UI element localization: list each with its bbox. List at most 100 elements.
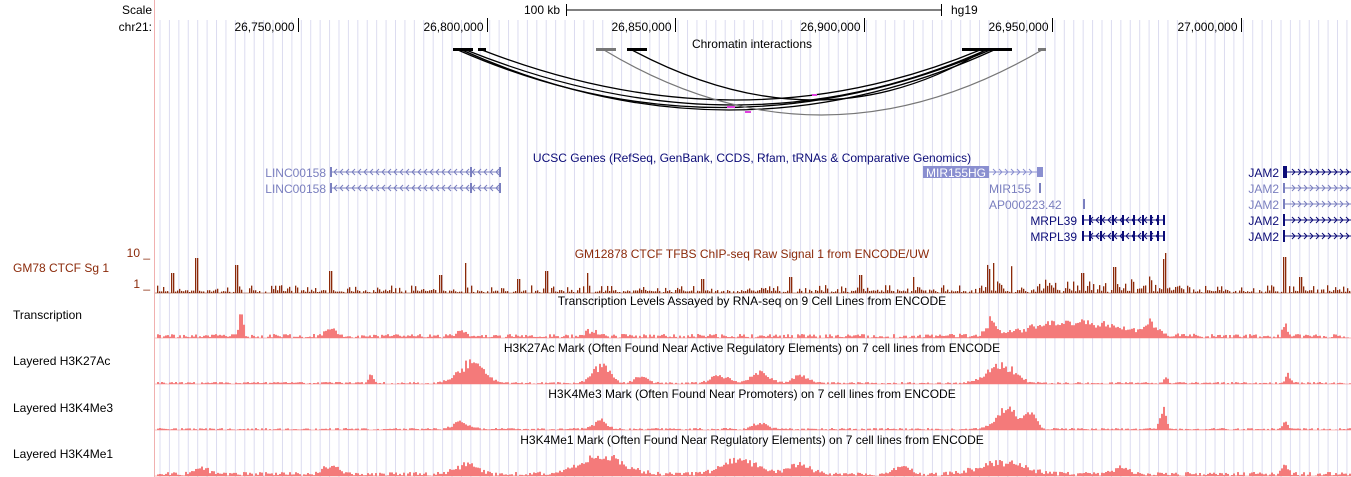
gene-mir155[interactable]: MIR155 xyxy=(989,182,1041,196)
signal-bar xyxy=(889,383,891,384)
signal-bar xyxy=(497,429,499,430)
strand-arrow xyxy=(435,184,440,192)
signal-bar xyxy=(1057,324,1059,338)
h3k4me1-signal-track[interactable]: H3K4Me1 Mark (Often Found Near Regulator… xyxy=(155,433,1351,477)
signal-bar xyxy=(605,456,607,476)
signal-bar xyxy=(719,375,721,384)
h3k27ac-track-label[interactable]: Layered H3K27Ac xyxy=(13,354,111,368)
signal-bar xyxy=(237,265,239,293)
signal-bar xyxy=(203,335,205,338)
signal-bar xyxy=(659,473,661,476)
exon xyxy=(1100,231,1102,241)
signal-bar xyxy=(583,286,585,293)
signal-bar xyxy=(927,428,929,430)
transcription-track-label[interactable]: Transcription xyxy=(13,308,82,322)
signal-bar xyxy=(969,291,971,293)
signal-bar xyxy=(465,331,467,338)
signal-bar xyxy=(519,383,521,384)
gene-mrpl39-2[interactable]: MRPL39 xyxy=(1030,230,1165,244)
signal-bar xyxy=(533,428,535,430)
gene-linc00158-1[interactable]: LINC00158 xyxy=(265,166,501,180)
signal-bar xyxy=(709,291,711,293)
signal-bar xyxy=(869,291,871,293)
signal-bar xyxy=(981,468,983,476)
transcription-signal-track[interactable]: Transcription Levels Assayed by RNA-seq … xyxy=(155,294,1351,339)
strand-arrow xyxy=(1291,200,1296,208)
signal-bar xyxy=(321,335,323,338)
h3k4me3-track-label[interactable]: Layered H3K4Me3 xyxy=(13,401,114,415)
signal-bar xyxy=(537,290,539,293)
signal-bar xyxy=(401,336,403,338)
h3k4me1-track-label[interactable]: Layered H3K4Me1 xyxy=(13,447,114,461)
strand-arrow xyxy=(357,168,362,176)
signal-bar xyxy=(511,428,513,430)
h3k27ac-signal-track[interactable]: H3K27Ac Mark (Often Found Near Active Re… xyxy=(155,341,1351,385)
signal-bar xyxy=(945,383,947,384)
signal-bar xyxy=(651,474,653,476)
signal-bar xyxy=(1115,428,1117,430)
signal-bar xyxy=(211,382,213,384)
gene-ap000223-42[interactable]: AP000223.42 xyxy=(989,198,1085,212)
ctcf-signal-track[interactable]: GM12878 CTCF TFBS ChIP-seq Raw Signal 1 … xyxy=(155,247,1351,294)
signal-bar xyxy=(303,290,305,293)
chromatin-interactions-track[interactable]: Chromatin interactions xyxy=(453,37,1046,116)
signal-bar xyxy=(923,429,925,430)
signal-bar xyxy=(1169,336,1171,338)
signal-bar xyxy=(249,472,251,476)
signal-bar xyxy=(201,428,203,430)
signal-bar xyxy=(1269,336,1271,338)
signal-bar xyxy=(589,376,591,384)
gene-mir155hg[interactable]: MIR155HG xyxy=(923,166,1043,180)
signal-bar xyxy=(745,428,747,430)
signal-bar xyxy=(1289,334,1291,338)
signal-bar xyxy=(1173,336,1175,338)
gene-jam2-3[interactable]: JAM2 xyxy=(1248,198,1351,212)
signal-bar xyxy=(1119,328,1121,338)
signal-bar xyxy=(1257,429,1259,430)
h3k4me3-signal-track[interactable]: H3K4Me3 Mark (Often Found Near Promoters… xyxy=(155,387,1351,431)
signal-bar xyxy=(713,469,715,476)
gene-jam2-2[interactable]: JAM2 xyxy=(1248,182,1351,196)
signal-bar xyxy=(165,335,167,338)
signal-bar xyxy=(1205,285,1207,293)
signal-bar xyxy=(349,287,351,293)
signal-bar xyxy=(1219,472,1221,476)
signal-bar xyxy=(801,428,803,430)
signal-bar xyxy=(1159,418,1161,430)
signal-bar xyxy=(721,428,723,430)
signal-bar xyxy=(867,287,869,293)
gene-linc00158-2[interactable]: LINC00158 xyxy=(265,182,501,196)
gene-jam2-4[interactable]: JAM2 xyxy=(1248,214,1351,228)
signal-bar xyxy=(923,473,925,476)
signal-bar xyxy=(1347,475,1349,476)
signal-bar xyxy=(765,288,767,293)
signal-bar xyxy=(1127,383,1129,384)
signal-bar xyxy=(275,285,277,293)
genes-track[interactable]: UCSC Genes (RefSeq, GenBank, CCDS, Rfam,… xyxy=(265,151,1351,244)
signal-bar xyxy=(1093,383,1095,384)
strand-arrow xyxy=(1149,232,1154,240)
signal-bar xyxy=(1305,334,1307,338)
signal-bar xyxy=(1289,428,1291,430)
gene-jam2-5[interactable]: JAM2 xyxy=(1248,230,1351,244)
signal-bar xyxy=(983,376,985,384)
ctcf-track-label[interactable]: GM78 CTCF Sg 1 xyxy=(13,261,110,275)
gene-jam2-1[interactable]: JAM2 xyxy=(1248,166,1351,180)
signal-bar xyxy=(169,475,171,476)
signal-bar xyxy=(1343,336,1345,338)
signal-bar xyxy=(613,377,615,384)
signal-bar xyxy=(199,290,201,293)
signal-bar xyxy=(1213,336,1215,338)
signal-bar xyxy=(617,459,619,476)
signal-bar xyxy=(679,472,681,476)
signal-bar xyxy=(389,290,391,293)
signal-bar xyxy=(211,334,213,338)
signal-bar xyxy=(1213,428,1215,430)
gene-mrpl39-1[interactable]: MRPL39 xyxy=(1030,214,1165,228)
signal-bar xyxy=(793,378,795,384)
interaction-arcs[interactable] xyxy=(457,49,1043,116)
signal-bar xyxy=(847,428,849,430)
signal-bar xyxy=(939,429,941,430)
